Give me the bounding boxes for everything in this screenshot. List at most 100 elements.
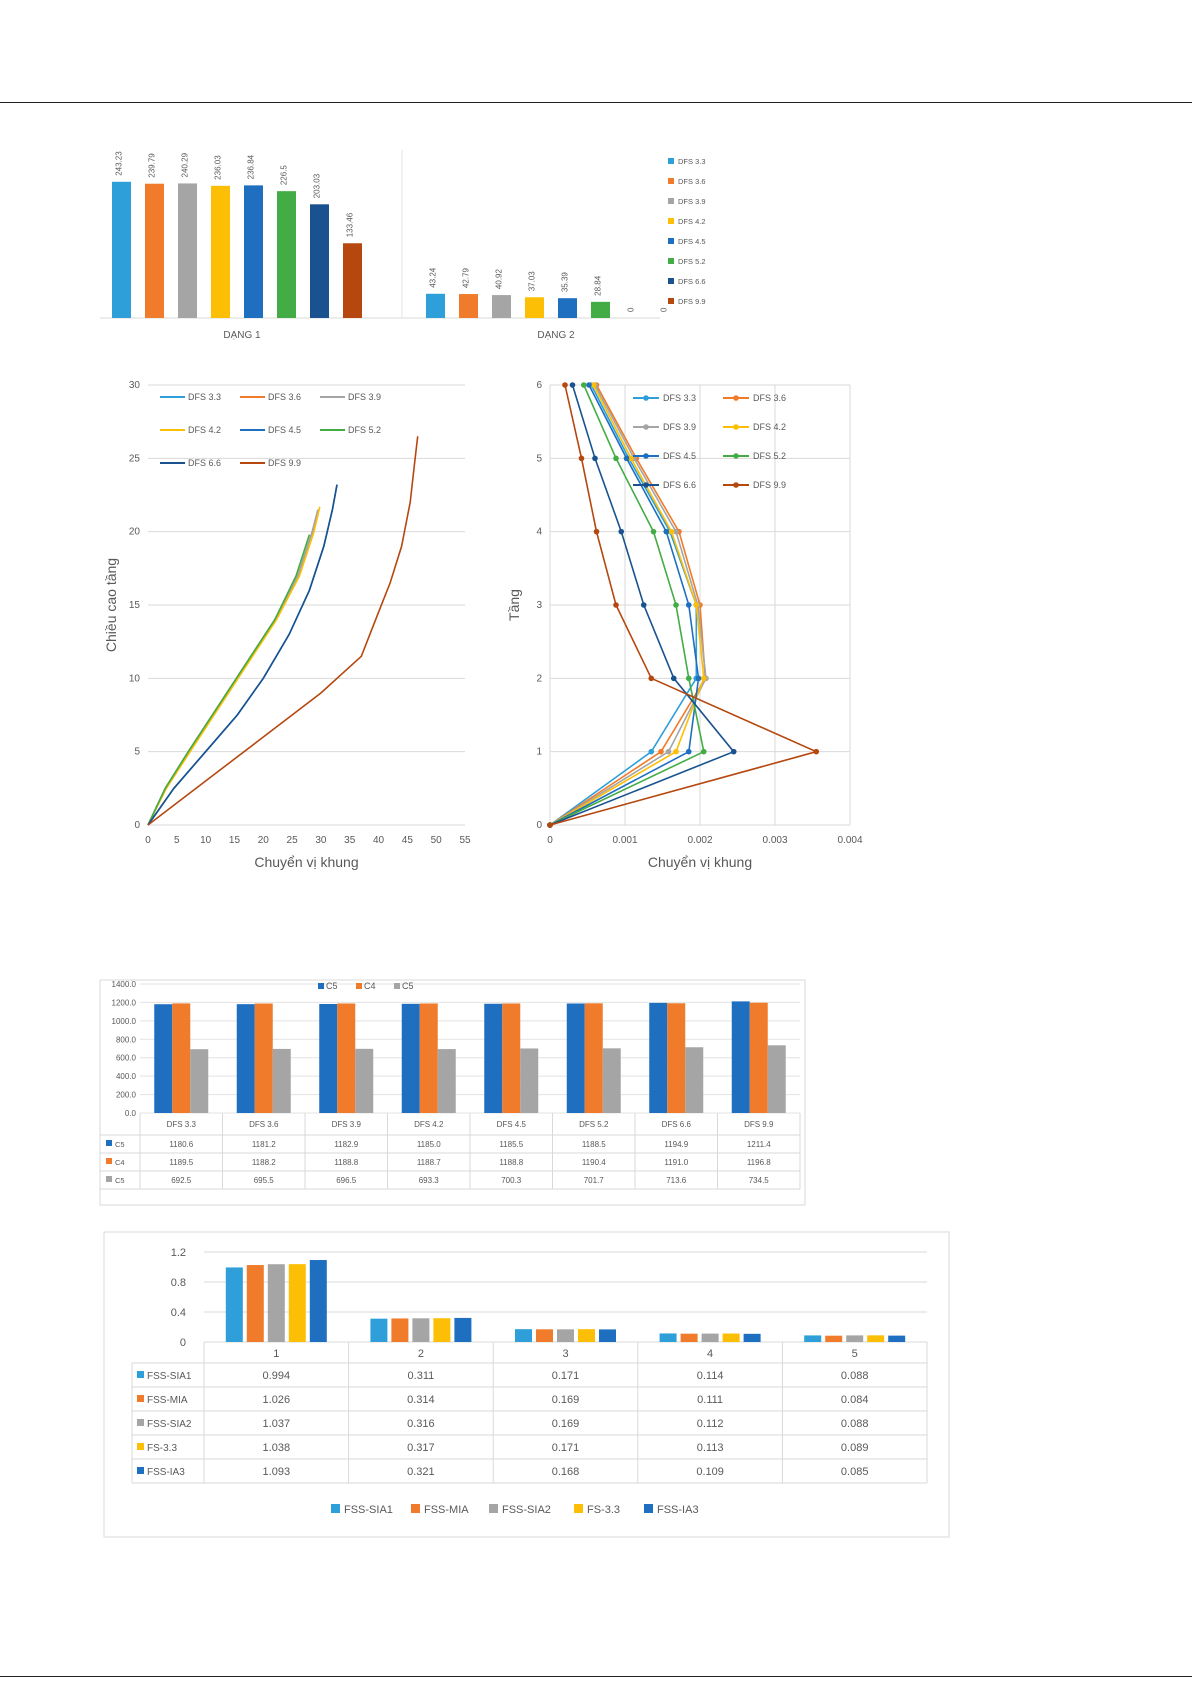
table-cell: 701.7 [584, 1176, 605, 1185]
table-cell: 0.085 [841, 1466, 869, 1478]
series-line [147, 506, 321, 826]
data-label: 0 [660, 307, 669, 312]
series-marker [813, 748, 820, 755]
table-row-label: C4 [115, 1158, 125, 1167]
bar [337, 1003, 356, 1113]
table-cell: 1188.8 [334, 1158, 358, 1167]
bar [659, 1333, 677, 1342]
legend-label: C5 [326, 981, 338, 991]
bar [566, 1003, 585, 1113]
tick-label: 6 [536, 380, 542, 391]
series-marker [562, 382, 568, 388]
table-cell: 0.111 [697, 1394, 723, 1406]
table-cell: 1191.0 [664, 1158, 688, 1167]
table-cell: 1.026 [263, 1394, 291, 1406]
category-label: DFS 4.2 [414, 1120, 444, 1129]
legend-swatch [318, 983, 324, 989]
bar [236, 1004, 255, 1113]
series-line [147, 534, 311, 826]
legend-label: C4 [364, 981, 376, 991]
legend-swatch [668, 198, 674, 204]
series-marker [695, 675, 702, 682]
bar [190, 1049, 209, 1113]
bar [667, 1003, 686, 1113]
series-marker [648, 748, 655, 755]
bar [343, 243, 362, 318]
bar [459, 294, 478, 318]
bar [246, 1265, 264, 1342]
data-label: 133.46 [346, 212, 355, 237]
tick-label: 5 [536, 453, 542, 464]
table-cell: 1.038 [263, 1442, 291, 1454]
tick-label: 2 [536, 673, 542, 684]
data-label: 236.84 [247, 154, 256, 179]
series-marker [628, 455, 634, 462]
bar [244, 185, 263, 318]
legend-swatch [668, 238, 674, 244]
tick-label: 0.002 [687, 835, 712, 846]
bar [591, 301, 610, 318]
legend-label: DFS 3.6 [268, 392, 301, 402]
tick-label: 0 [145, 835, 151, 846]
bar [433, 1318, 451, 1342]
bar [749, 1002, 768, 1113]
table-cell: 1188.7 [417, 1158, 441, 1167]
table-cell: 0.316 [407, 1418, 435, 1430]
chart-frame [103, 1231, 950, 1538]
tick-label: 3 [536, 600, 542, 611]
x-axis-label: Chuyển vị khung [254, 854, 358, 870]
bar [846, 1335, 864, 1342]
data-label: 35.39 [561, 272, 570, 293]
series-marker [569, 382, 576, 388]
legend-label: DFS 5.2 [753, 451, 786, 461]
legend-swatch [331, 1504, 340, 1513]
legend-marker [733, 424, 739, 430]
chart-story-drift: 0 1 2 3 4 5 6 0 0.001 0.002 0.003 0.004 DFS 3.3 DFS 3… [505, 370, 880, 875]
series-marker [613, 602, 619, 608]
bar [804, 1335, 822, 1342]
data-label: 243.23 [115, 151, 124, 176]
bar [602, 1048, 621, 1113]
legend-label: DFS 4.2 [678, 217, 706, 226]
tick-label: 20 [258, 835, 270, 846]
legend-swatch [356, 983, 362, 989]
table-cell: 1211.4 [747, 1140, 771, 1149]
legend-label: DFS 6.6 [663, 480, 696, 490]
category-label: DFS 6.6 [662, 1120, 692, 1129]
tick-label: 10 [129, 673, 141, 684]
tick-label: 10 [200, 835, 212, 846]
chart-mode-table: 0 0.4 0.8 1.2 1 2 3 4 5 FSS-SIA1 0.994 0.311 0.171 0.… [103, 1231, 950, 1538]
bar [145, 183, 164, 318]
bar [685, 1047, 704, 1113]
bar [502, 1003, 521, 1113]
category-label: DFS 5.2 [579, 1120, 609, 1129]
legend-label: DFS 6.6 [188, 458, 221, 468]
table-cell: 0.113 [697, 1442, 724, 1454]
data-label: 28.84 [594, 275, 603, 296]
legend-label: DFS 6.6 [678, 277, 706, 286]
legend-label: DFS 4.2 [753, 422, 786, 432]
table-cell: 1185.0 [417, 1140, 441, 1149]
legend-swatch [668, 278, 674, 284]
legend-swatch [489, 1504, 498, 1513]
tick-label: 800.0 [116, 1035, 137, 1044]
legend-marker [643, 453, 649, 459]
table-cell: 696.5 [336, 1176, 357, 1185]
series-marker [663, 528, 670, 535]
legend-marker [643, 424, 649, 430]
table-cell: 1188.5 [582, 1140, 606, 1149]
legend-swatch [411, 1504, 420, 1513]
bar [401, 1003, 420, 1113]
bar [825, 1335, 843, 1342]
bar [412, 1318, 430, 1342]
legend-label: C5 [402, 981, 414, 991]
tick-label: 45 [402, 835, 414, 846]
tick-label: 0 [134, 820, 140, 831]
chart-frame [99, 979, 806, 1206]
table-cell: 1182.9 [334, 1140, 358, 1149]
table-cell: 0.089 [841, 1442, 869, 1454]
table-cell: 1.037 [263, 1418, 291, 1430]
bar [722, 1333, 740, 1342]
bar [370, 1318, 388, 1342]
bar [154, 1004, 173, 1113]
